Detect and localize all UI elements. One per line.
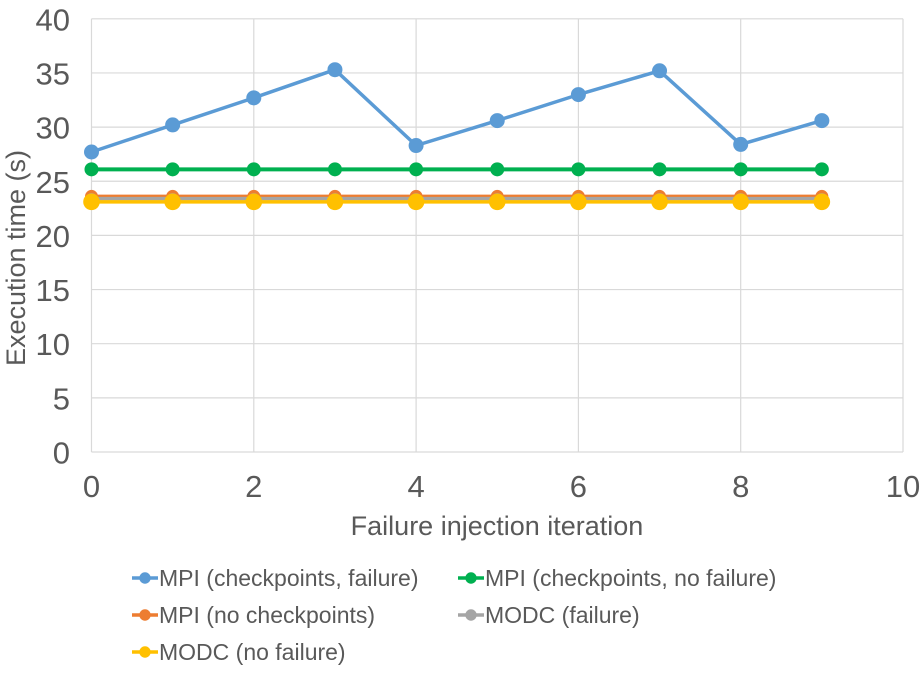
y-tick-label: 40	[36, 2, 70, 37]
series-marker-1	[814, 162, 829, 177]
series-marker-0	[814, 113, 830, 129]
series-marker-4	[732, 193, 749, 211]
series-marker-4	[488, 193, 506, 211]
legend-line-dot-icon	[458, 572, 484, 584]
legend-label: MODC (no failure)	[159, 638, 346, 665]
x-tick-label: 8	[732, 469, 749, 504]
legend-label: MODC (failure)	[485, 601, 640, 628]
series-marker-0	[84, 144, 99, 160]
y-tick-label: 5	[53, 381, 70, 416]
series-marker-1	[733, 162, 748, 177]
series-marker-1	[571, 162, 586, 177]
series-marker-1	[652, 162, 667, 177]
series-marker-4	[245, 193, 263, 211]
tick-labels: 0 5 10 15 20 25 30 35 40 0 2 4 6 8 10	[36, 2, 921, 504]
legend-item-mpi-checkpoints-no-failure: MPI (checkpoints, no failure)	[458, 564, 777, 591]
series-marker-4	[570, 193, 587, 211]
series-marker-0	[165, 117, 181, 133]
legend-line-dot-icon	[132, 646, 158, 658]
series-marker-0	[408, 138, 424, 154]
legend-label: MPI (checkpoints, no failure)	[485, 564, 777, 591]
y-tick-label: 10	[36, 327, 70, 362]
series-marker-0	[327, 62, 343, 78]
legend-label: MPI (checkpoints, failure)	[159, 564, 419, 591]
x-tick-label: 0	[83, 469, 100, 504]
y-tick-label: 30	[36, 111, 70, 146]
y-tick-label: 25	[36, 165, 70, 200]
series-marker-1	[327, 162, 342, 177]
series-marker-0	[489, 113, 505, 129]
legend-line-dot-icon	[132, 572, 158, 584]
x-tick-label: 6	[570, 469, 587, 504]
series-marker-0	[246, 90, 262, 106]
y-tick-label: 0	[53, 436, 70, 471]
series-marker-4	[651, 193, 668, 211]
gridlines	[90, 18, 904, 453]
legend-line-dot-icon	[458, 609, 484, 621]
series-marker-0	[570, 87, 586, 103]
x-tick-label: 2	[245, 469, 262, 504]
y-tick-label: 20	[36, 219, 70, 254]
series-marker-4	[83, 193, 100, 211]
series-marker-1	[165, 162, 180, 177]
legend-line-dot-icon	[132, 609, 158, 621]
y-tick-label: 15	[36, 273, 70, 308]
series-marker-4	[407, 193, 425, 211]
legend-item-modc-failure: MODC (failure)	[458, 601, 776, 628]
series-marker-4	[164, 193, 181, 211]
series-marker-4	[813, 193, 831, 211]
legend-label: MPI (no checkpoints)	[159, 601, 376, 628]
x-tick-label: 10	[886, 469, 920, 504]
legend: MPI (checkpoints, failure) MPI (checkpoi…	[132, 564, 777, 665]
series-marker-0	[652, 63, 668, 79]
y-axis-title: Execution time (s)	[1, 150, 31, 366]
y-tick-label: 35	[36, 56, 70, 91]
legend-item-mpi-checkpoints-failure: MPI (checkpoints, failure)	[132, 564, 458, 591]
legend-item-mpi-no-checkpoints: MPI (no checkpoints)	[132, 601, 458, 628]
series-marker-1	[84, 162, 99, 177]
series-layer	[83, 62, 831, 211]
series-marker-4	[326, 193, 344, 211]
series-marker-1	[246, 162, 261, 177]
x-tick-label: 4	[407, 469, 424, 504]
series-line-0	[90, 67, 823, 154]
series-marker-1	[490, 162, 505, 177]
legend-item-modc-no-failure: MODC (no failure)	[132, 638, 458, 665]
series-marker-0	[733, 136, 749, 152]
x-axis-title: Failure injection iteration	[351, 511, 644, 541]
series-marker-1	[409, 162, 424, 177]
